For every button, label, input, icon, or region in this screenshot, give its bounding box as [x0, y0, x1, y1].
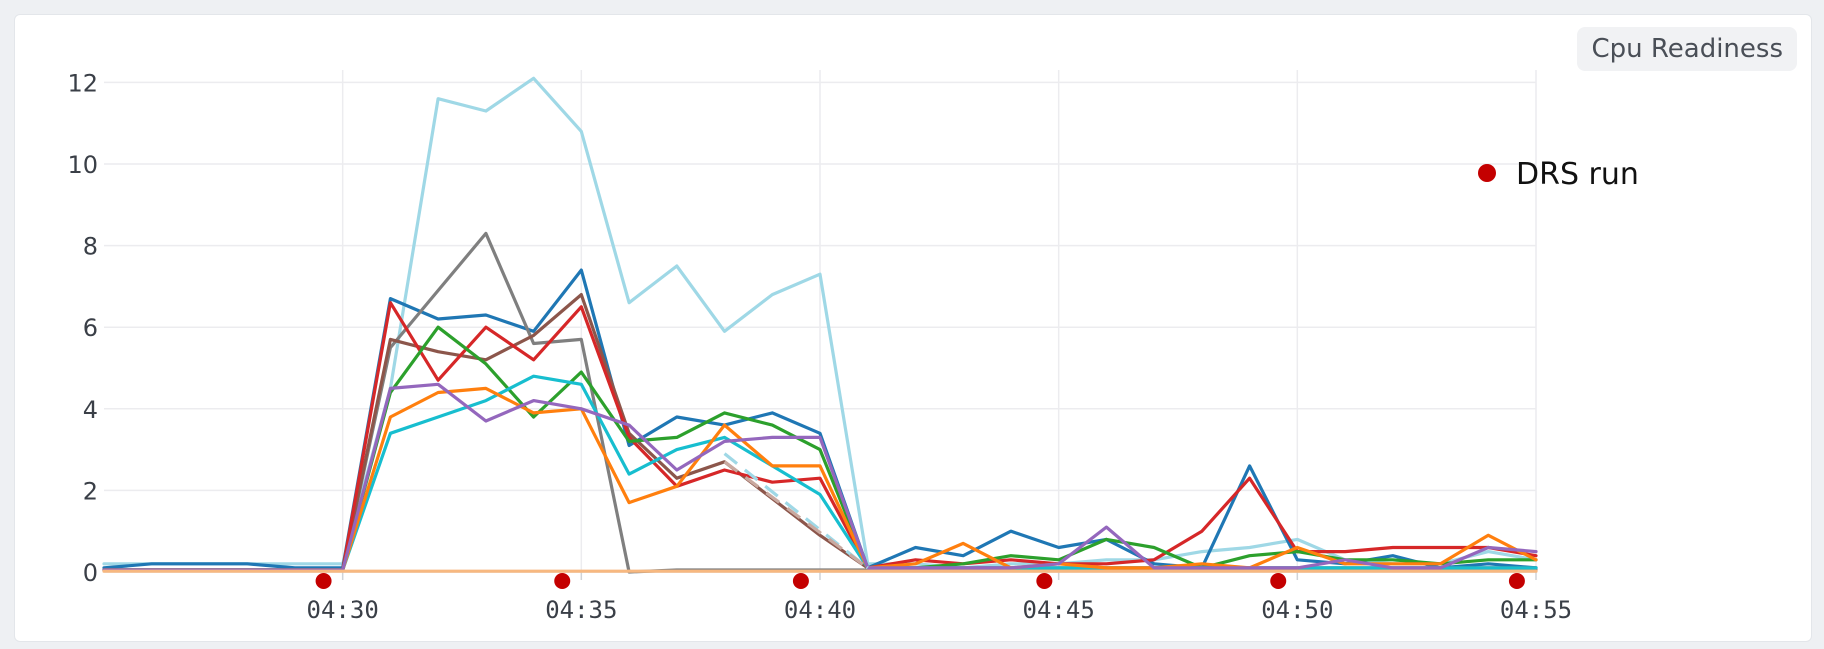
x-tick-label: 04:35	[545, 596, 617, 624]
drs-run-marker	[1036, 573, 1053, 589]
x-axis: 04:30 04:35 04:40 04:45 04:50 04:55	[307, 596, 1573, 624]
drs-run-marker	[554, 573, 571, 589]
legend: DRS run	[1478, 157, 1639, 192]
y-tick-label: 2	[83, 477, 98, 505]
y-tick-label: 4	[83, 396, 98, 424]
grid	[104, 70, 1537, 580]
chart-panel: Cpu Readiness	[14, 14, 1812, 642]
x-tick-label: 04:30	[307, 596, 379, 624]
drs-run-marker	[1270, 573, 1287, 589]
y-tick-label: 6	[83, 314, 98, 342]
drs-run-marker	[792, 573, 809, 589]
y-tick-label: 10	[67, 151, 98, 179]
metric-chip[interactable]: Cpu Readiness	[1577, 27, 1797, 71]
drs-run-marker	[315, 573, 332, 589]
dashed-lines	[723, 452, 869, 570]
y-tick-label: 12	[67, 69, 98, 97]
drs-run-marker	[1508, 573, 1525, 589]
series-lines	[102, 76, 1538, 574]
y-tick-label: 0	[83, 559, 98, 587]
drs-run-markers	[315, 573, 1525, 589]
dashed-line-1	[723, 452, 869, 570]
y-tick-label: 8	[83, 233, 98, 261]
legend-label: DRS run	[1516, 157, 1639, 192]
legend-marker	[1478, 164, 1496, 182]
dashed-line-2	[723, 460, 869, 570]
x-tick-label: 04:45	[1023, 596, 1095, 624]
x-tick-label: 04:50	[1261, 596, 1333, 624]
y-axis: 0 2 4 6 8 10 12	[67, 69, 98, 587]
x-tick-label: 04:55	[1500, 596, 1572, 624]
x-tick-label: 04:40	[784, 596, 856, 624]
